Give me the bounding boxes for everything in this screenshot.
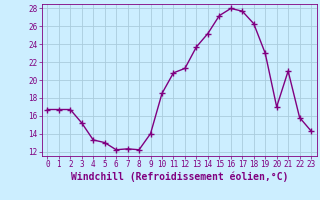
X-axis label: Windchill (Refroidissement éolien,°C): Windchill (Refroidissement éolien,°C) <box>70 172 288 182</box>
